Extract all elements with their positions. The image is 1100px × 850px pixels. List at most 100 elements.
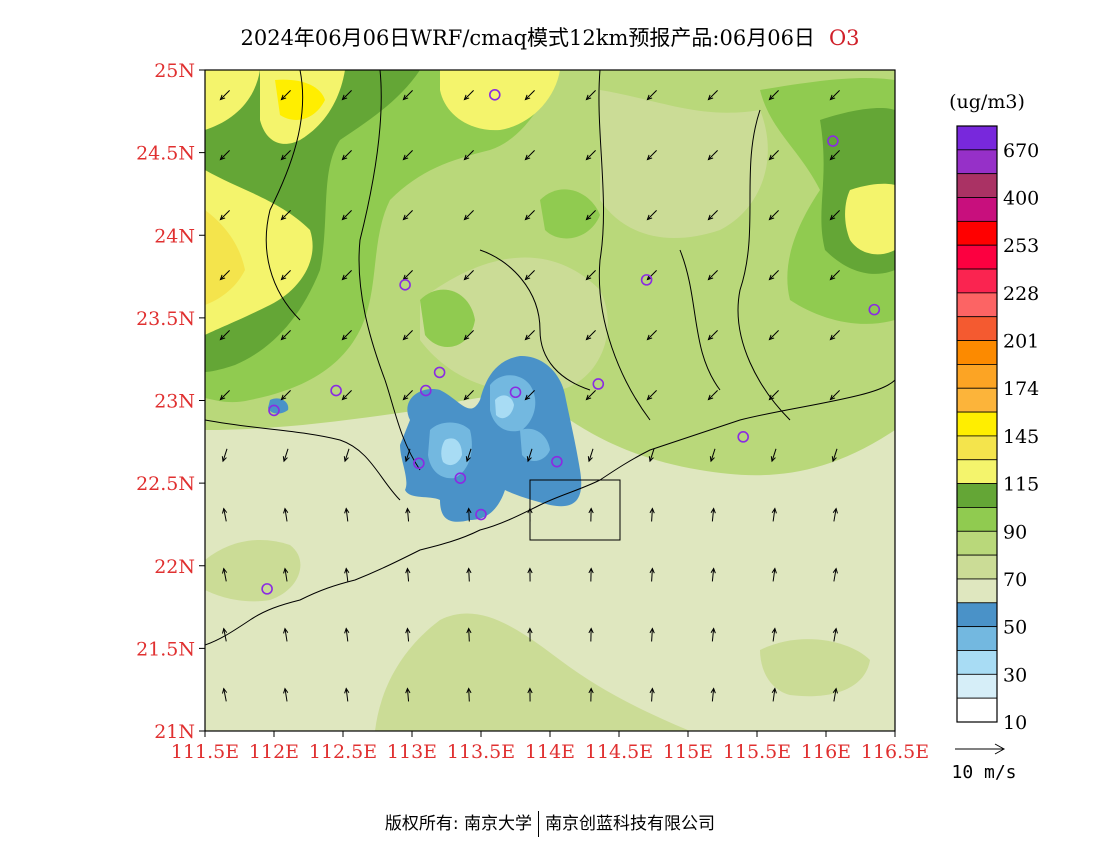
wind-arrow [405, 567, 411, 582]
legend-swatch [956, 149, 998, 175]
wind-arrow [341, 90, 352, 101]
wind-arrow [405, 627, 411, 642]
wind-arrow [588, 507, 594, 522]
legend-swatch [956, 435, 998, 461]
x-tick-label: 111.5E [171, 741, 239, 763]
wind-arrow [771, 687, 777, 702]
wind-arrow [280, 390, 291, 401]
station-marker [330, 384, 342, 397]
wind-arrow [280, 330, 291, 341]
wind-arrow [463, 270, 474, 281]
wind-arrow [829, 90, 840, 101]
wind-arrow [832, 627, 838, 642]
wind-arrow [221, 448, 228, 463]
wind-arrow [280, 210, 291, 221]
legend-swatch [956, 173, 998, 198]
wind-arrow [341, 330, 352, 341]
wind-arrow [527, 567, 533, 582]
chart-title: 2024年06月06日WRF/cmaq模式12km预报产品:06月06日 O3 [0, 22, 1100, 52]
station-marker [640, 274, 653, 286]
legend-swatch [956, 673, 998, 699]
wind-arrow [465, 448, 472, 463]
wind-arrow [524, 150, 535, 161]
station-marker [827, 135, 839, 147]
legend-label: 174 [1003, 378, 1039, 400]
legend-label: 400 [1003, 188, 1039, 210]
wind-arrow [646, 90, 657, 101]
wind-arrow [221, 567, 228, 582]
legend-swatch [956, 411, 998, 437]
wind-arrow [710, 567, 716, 582]
wind-arrow [219, 270, 230, 281]
wind-arrow [649, 627, 655, 642]
wind-arrow [585, 90, 596, 101]
y-tick-label: 21.5N [136, 638, 195, 660]
wind-arrow [405, 687, 411, 702]
station-marker [509, 386, 522, 399]
legend-swatch [956, 459, 998, 485]
wind-arrow [463, 90, 474, 101]
copyright-left: 版权所有: 南京大学 [384, 814, 533, 834]
wind-arrow [526, 448, 533, 463]
wind-arrow [585, 270, 596, 281]
legend-swatch [956, 125, 998, 151]
wind-arrow [832, 507, 838, 522]
legend-label: 115 [1003, 474, 1039, 496]
x-tick-label: 112.5E [309, 741, 377, 763]
y-tick-label: 23N [154, 391, 195, 413]
wind-arrow [344, 627, 350, 642]
wind-arrow [219, 90, 230, 101]
wind-arrow [768, 330, 779, 341]
legend-swatch [956, 602, 998, 628]
wind-arrow [710, 687, 716, 702]
x-tick-label: 116E [801, 741, 851, 763]
wind-arrow [524, 270, 535, 281]
wind-arrow [524, 90, 535, 101]
wind-arrow [648, 448, 655, 463]
wind-arrow [646, 270, 657, 281]
colorbar: (ug/m3) 670 400 253 228 201 174 145 115 90 70 50 30 1… [949, 91, 1039, 783]
wind-arrow [280, 150, 291, 161]
wind-arrow [768, 90, 779, 101]
wind-arrow [710, 507, 716, 522]
legend-swatch [956, 292, 998, 318]
legend-swatch [956, 507, 998, 532]
wind-arrow [646, 210, 657, 221]
admin-boundaries [205, 70, 895, 646]
station-marker [399, 279, 411, 291]
concentration-field [205, 70, 895, 731]
wind-arrow [646, 150, 657, 161]
x-tick-label: 113E [387, 741, 437, 763]
wind-arrow [466, 567, 472, 582]
wind-arrow [341, 390, 352, 401]
legend-swatch [956, 363, 998, 389]
legend-swatch [956, 387, 998, 413]
wind-arrow [280, 270, 291, 281]
wind-arrow [829, 150, 840, 161]
wind-arrow [527, 687, 533, 702]
wind-arrow [588, 687, 594, 702]
legend-label: 70 [1003, 569, 1027, 591]
wind-arrow [341, 210, 352, 221]
y-tick-label: 23.5N [136, 308, 195, 330]
legend-unit: (ug/m3) [949, 91, 1025, 113]
legend-label: 228 [1003, 283, 1039, 305]
wind-arrow [585, 330, 596, 341]
wind-arrow [585, 150, 596, 161]
wind-arrow [707, 270, 718, 281]
wind-vectors [219, 90, 840, 702]
wind-arrow [829, 270, 840, 281]
station-marker [551, 455, 563, 468]
wind-arrow [585, 210, 596, 221]
legend-swatch [956, 650, 998, 675]
wind-arrow [770, 448, 777, 463]
x-tick-label: 113.5E [447, 741, 515, 763]
station-marker [433, 366, 446, 379]
wind-arrow [221, 687, 228, 702]
wind-arrow [404, 448, 411, 463]
legend-label: 253 [1003, 235, 1039, 257]
wind-arrow [829, 330, 840, 341]
wind-arrow [707, 330, 718, 341]
station-marker [868, 303, 881, 316]
